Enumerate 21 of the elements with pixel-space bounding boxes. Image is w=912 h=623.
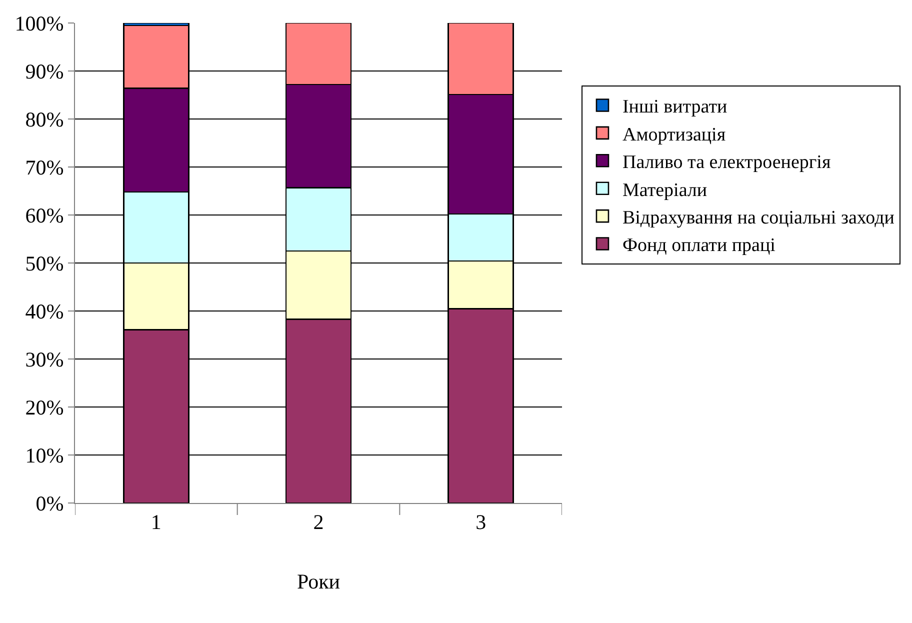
y-tick-label: 60%: [25, 203, 64, 228]
x-axis-title: Роки: [296, 569, 340, 594]
y-tick-label: 50%: [25, 251, 64, 276]
legend-label: Фонд оплати праці: [622, 235, 776, 256]
y-tick-label: 20%: [25, 395, 64, 420]
y-tick-label: 10%: [25, 443, 64, 468]
y-tick-label: 90%: [25, 59, 64, 84]
x-tick-label: 1: [150, 510, 162, 534]
legend-label: Відрахування на соціальні заходи: [622, 207, 894, 228]
y-tick-label: 80%: [25, 107, 64, 132]
y-tick-label: 0%: [36, 491, 64, 516]
x-tick-label: 2: [313, 510, 324, 534]
y-tick-label: 70%: [25, 155, 64, 180]
x-tick-label: 3: [476, 510, 486, 534]
y-tick-label: 40%: [25, 299, 64, 324]
legend-label: Інші витрати: [622, 96, 728, 118]
y-tick-label: 30%: [25, 347, 64, 372]
y-tick-label: 100%: [14, 11, 64, 36]
legend-label: Паливо та електроенергія: [622, 152, 831, 174]
legend-label: Амортизація: [622, 124, 726, 146]
legend-label: Матеріали: [622, 180, 708, 201]
